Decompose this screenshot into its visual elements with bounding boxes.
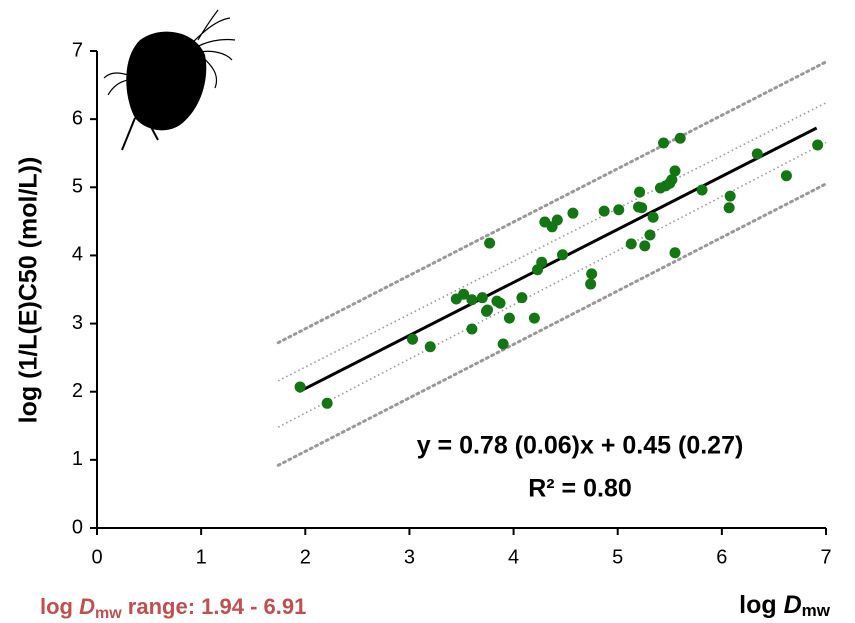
data-point <box>780 170 792 182</box>
data-point <box>536 256 548 268</box>
data-point <box>613 204 625 216</box>
data-point <box>407 333 419 345</box>
data-point <box>647 211 659 223</box>
range-part: range: 1.94 - 6.91 <box>122 594 307 619</box>
data-point <box>516 292 528 304</box>
data-point <box>557 249 569 261</box>
y-tick-label: 5 <box>72 176 83 198</box>
data-point <box>723 202 735 214</box>
x-tick-label: 4 <box>508 546 519 568</box>
x-tick-label: 0 <box>91 546 102 568</box>
y-tick-label: 0 <box>72 516 83 538</box>
data-point <box>585 278 597 290</box>
range-part: mw <box>95 605 122 622</box>
data-point <box>567 207 579 219</box>
y-tick-label: 1 <box>72 448 83 470</box>
data-point <box>294 381 306 393</box>
y-tick-label: 2 <box>72 380 83 402</box>
data-point <box>466 323 478 335</box>
range-part: log <box>40 594 79 619</box>
data-point <box>658 137 670 149</box>
equation: y = 0.78 (0.06)x + 0.45 (0.27) <box>417 432 744 460</box>
x-label-part: D <box>784 591 802 619</box>
data-point <box>666 174 678 186</box>
data-point <box>644 229 656 241</box>
x-axis-label: log Dmw <box>739 591 831 621</box>
data-point <box>669 247 681 259</box>
band-line <box>276 60 828 345</box>
y-tick-label: 7 <box>72 39 83 61</box>
data-point <box>497 338 509 350</box>
x-label-part: mw <box>802 601 831 620</box>
data-point <box>598 205 610 217</box>
x-label-part: log <box>739 591 783 619</box>
x-tick-label: 2 <box>300 546 311 568</box>
data-point <box>482 304 494 316</box>
data-point <box>476 292 488 304</box>
data-point <box>321 397 333 409</box>
x-tick-label: 1 <box>196 546 207 568</box>
data-point <box>424 341 436 353</box>
trend-line <box>298 126 818 394</box>
y-tick-label: 3 <box>72 312 83 334</box>
data-point <box>528 312 540 324</box>
data-point <box>503 312 515 324</box>
r-squared: R² = 0.80 <box>528 475 632 503</box>
data-point <box>639 240 651 252</box>
data-point <box>724 190 736 202</box>
data-point <box>669 165 681 177</box>
data-point <box>636 202 648 214</box>
data-point <box>458 288 470 300</box>
range-note: log Dmw range: 1.94 - 6.91 <box>40 594 306 622</box>
daphnia-icon <box>103 9 236 151</box>
y-axis-label: log (1/L(E)C50 (mol/L)) <box>15 157 43 424</box>
band-line <box>277 141 827 428</box>
data-point <box>466 294 478 306</box>
band-line <box>276 182 828 467</box>
data-point <box>634 186 646 198</box>
band-line <box>277 102 827 382</box>
range-part: D <box>79 594 95 619</box>
x-tick-label: 6 <box>716 546 727 568</box>
x-tick-label: 3 <box>404 546 415 568</box>
x-tick-label: 7 <box>820 546 831 568</box>
x-tick-label: 5 <box>612 546 623 568</box>
y-tick-label: 6 <box>72 107 83 129</box>
data-point <box>494 297 506 309</box>
data-point <box>586 268 598 280</box>
data-point <box>696 184 708 196</box>
data-point <box>551 214 563 226</box>
y-tick-label: 4 <box>72 244 83 266</box>
data-point <box>625 238 637 250</box>
data-point <box>674 132 686 144</box>
data-point <box>812 139 824 151</box>
data-point <box>484 237 496 249</box>
data-point <box>751 148 763 160</box>
